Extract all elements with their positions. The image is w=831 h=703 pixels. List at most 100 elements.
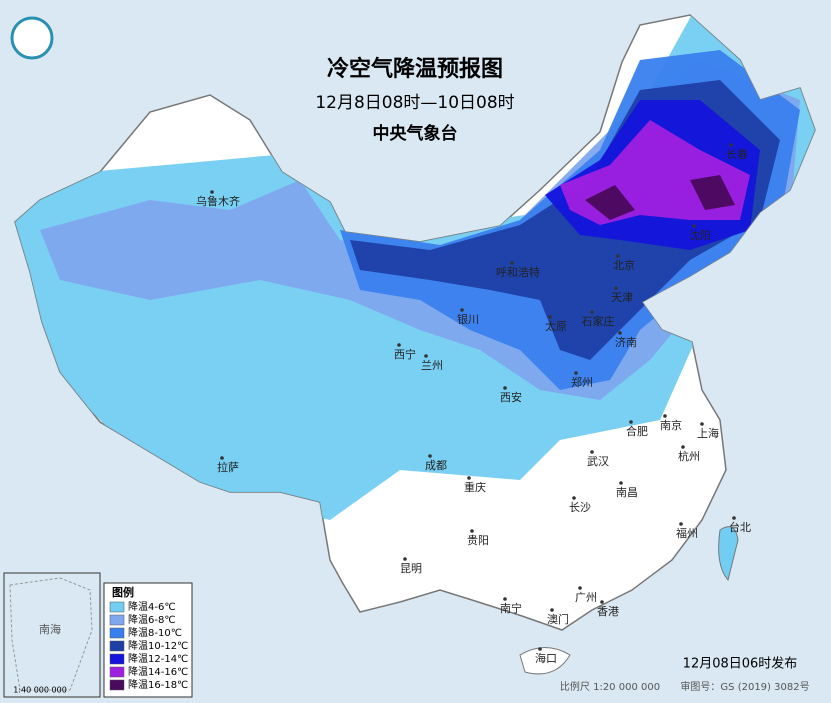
- city-dot: [424, 354, 428, 358]
- city-dot: [503, 597, 507, 601]
- legend-label: 降温10-12℃: [128, 639, 188, 652]
- city-dot: [538, 647, 542, 651]
- logo: [10, 16, 54, 60]
- city-label: 沈阳: [689, 228, 711, 242]
- city-label: 南宁: [500, 601, 522, 615]
- city-dot: [616, 254, 620, 258]
- city-dot: [210, 190, 214, 194]
- inset-frame: [3, 572, 101, 698]
- city-label: 兰州: [421, 359, 443, 372]
- city-label: 银川: [457, 312, 479, 326]
- hainan: [519, 647, 571, 675]
- city-label: 南京: [660, 418, 682, 432]
- city-dot: [548, 315, 552, 319]
- city-label: 长沙: [569, 501, 591, 514]
- city-label: 北京: [613, 258, 635, 272]
- cooling-zone: [585, 175, 735, 220]
- city-label: 合肥: [626, 424, 648, 438]
- city-label: 乌鲁木齐: [196, 194, 240, 208]
- city-dot: [470, 529, 474, 533]
- city-label: 西安: [500, 390, 522, 404]
- legend-label: 降温14-16℃: [128, 665, 188, 678]
- city-dot: [403, 557, 407, 561]
- legend-label: 降温8-10℃: [128, 626, 182, 639]
- city-dot: [663, 414, 667, 418]
- city-dot: [590, 310, 594, 314]
- city-label: 澳门: [547, 612, 569, 626]
- city-label: 西宁: [394, 347, 416, 361]
- agency: 中央气象台: [373, 123, 458, 144]
- city-dot: [679, 522, 683, 526]
- city-label: 拉萨: [217, 460, 239, 474]
- legend-swatch: [109, 614, 125, 626]
- city-dot: [578, 586, 582, 590]
- city-dot: [510, 261, 514, 265]
- city-label: 杭州: [678, 449, 700, 463]
- inset-sea: 南海: [39, 622, 61, 636]
- subtitle: 12月8日08时—10日08时: [315, 93, 514, 113]
- legend-frame: [103, 582, 193, 698]
- city-dot: [590, 450, 594, 454]
- legend: 图例 降温4-6℃降温6-8℃降温8-10℃降温10-12℃降温12-14℃降温…: [103, 582, 193, 698]
- city-dot: [503, 386, 507, 390]
- legend-swatch: [109, 627, 125, 639]
- legend-swatch: [109, 679, 125, 691]
- city-dot: [574, 371, 578, 375]
- city-label: 上海: [697, 426, 719, 440]
- legend-swatch: [109, 666, 125, 678]
- city-label: 石家庄: [582, 314, 615, 328]
- city-label: 台北: [729, 520, 751, 534]
- city-label: 郑州: [571, 375, 593, 389]
- legend-swatch: [109, 653, 125, 665]
- city-dot: [600, 600, 604, 604]
- city-dot: [681, 445, 685, 449]
- legend-label: 降温12-14℃: [128, 652, 188, 665]
- city-label: 成都: [425, 459, 447, 472]
- city-dot: [614, 286, 618, 290]
- title: 冷空气降温预报图: [327, 56, 503, 82]
- city-dot: [428, 454, 432, 458]
- city-label: 南昌: [616, 486, 638, 499]
- city-dot: [467, 476, 471, 480]
- city-label: 重庆: [464, 480, 486, 494]
- city-dot: [729, 143, 733, 147]
- city-label: 济南: [615, 335, 637, 349]
- city-dot: [572, 496, 576, 500]
- city-label: 海口: [535, 651, 557, 665]
- taiwan: [718, 526, 739, 582]
- legend-swatch: [109, 640, 125, 652]
- city-label: 长春: [726, 148, 748, 161]
- city-label: 昆明: [400, 562, 422, 575]
- legend-label: 降温4-6℃: [128, 600, 176, 613]
- city-dot: [732, 516, 736, 520]
- city-label: 广州: [575, 591, 597, 604]
- cooling-zones: [15, 15, 815, 520]
- legend-label: 降温6-8℃: [128, 613, 176, 626]
- city-dot: [397, 343, 401, 347]
- city-dot: [700, 422, 704, 426]
- city-label: 武汉: [587, 455, 609, 468]
- approval: 审图号：GS (2019) 3082号: [680, 680, 809, 693]
- city-label: 呼和浩特: [496, 265, 540, 279]
- city-label: 香港: [597, 605, 619, 618]
- inset-boundary: [9, 577, 93, 691]
- city-dot: [220, 456, 224, 460]
- legend-label: 降温16-18℃: [128, 678, 188, 691]
- legend-swatch: [109, 601, 125, 613]
- city-dot: [550, 608, 554, 612]
- legend-title: 图例: [112, 585, 134, 599]
- city-dot: [629, 420, 633, 424]
- issued: 12月08日06时发布: [683, 656, 798, 672]
- city-label: 天津: [611, 291, 633, 304]
- inset-scale: 1:40 000 000: [13, 686, 67, 695]
- city-label: 贵阳: [467, 534, 489, 547]
- city-label: 太原: [545, 320, 567, 333]
- scale: 比例尺 1:20 000 000: [560, 680, 660, 693]
- city-label: 福州: [676, 526, 698, 540]
- inset: 南海 1:40 000 000: [3, 572, 101, 698]
- city-dot: [618, 331, 622, 335]
- city-dot: [692, 224, 696, 228]
